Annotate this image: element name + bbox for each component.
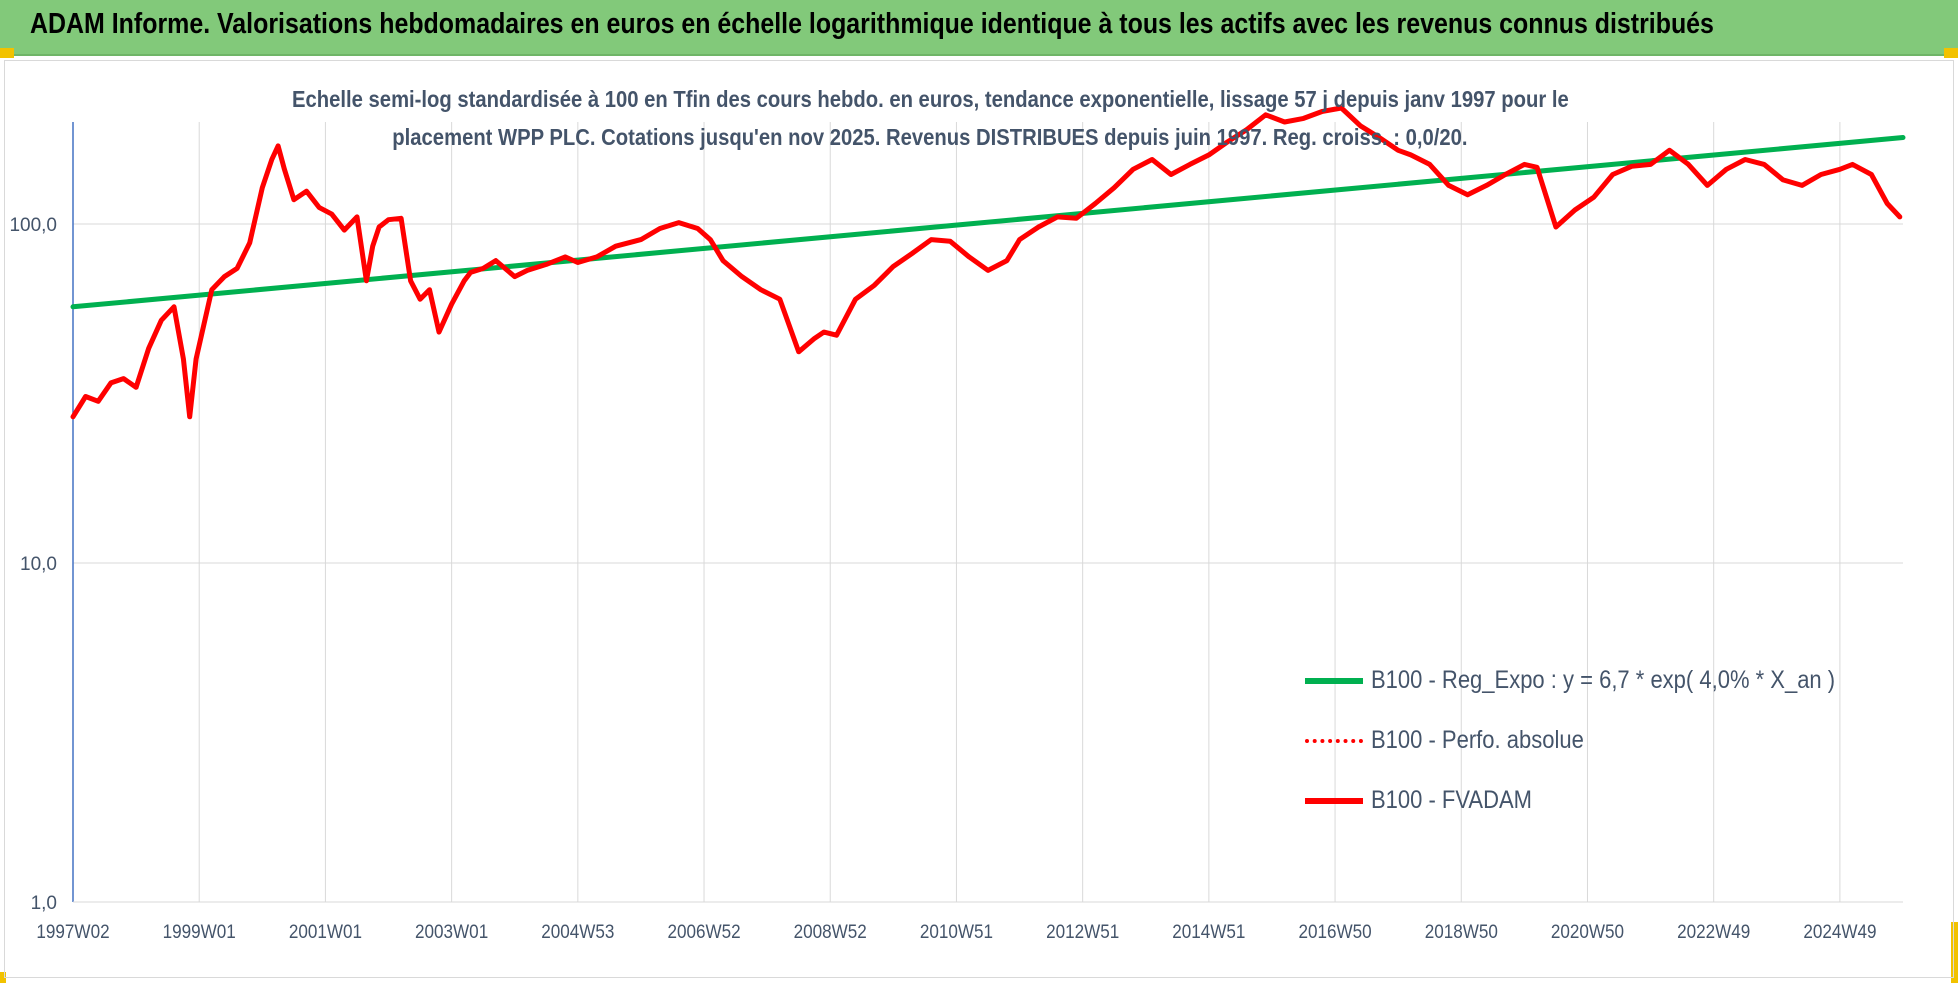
legend: B100 - Reg_Expo : y = 6,7 * exp( 4,0% * … [1305, 650, 1925, 830]
x-tick-label: 2006W52 [667, 921, 740, 942]
y-tick-label: 10,0 [20, 554, 57, 575]
series-fvadam-line [70, 105, 1903, 420]
tick-layer: 1,0 10,0 100,0 1997W02 1999W01 2001W01 2003W01… [9, 215, 1876, 942]
x-tick-label: 2022W49 [1677, 921, 1750, 942]
x-tick-label: 2003W01 [415, 921, 488, 942]
chart-title-line-1: Echelle semi-log standardisée à 100 en T… [291, 86, 1569, 112]
x-tick-label: 2018W50 [1425, 921, 1498, 942]
corner-mark-top-left [0, 48, 14, 58]
legend-item-regression: B100 - Reg_Expo : y = 6,7 * exp( 4,0% * … [1305, 650, 1925, 710]
legend-label-fvadam: B100 - FVADAM [1371, 785, 1532, 814]
x-tick-label: 2012W51 [1046, 921, 1119, 942]
x-tick-label: 2020W50 [1551, 921, 1624, 942]
header-bar: ADAM Informe. Valorisations hebdomadaire… [0, 0, 1958, 56]
x-tick-label: 2016W50 [1298, 921, 1371, 942]
legend-label-regression: B100 - Reg_Expo : y = 6,7 * exp( 4,0% * … [1371, 665, 1836, 694]
series-regression-line [70, 135, 1906, 310]
y-tick-label: 100,0 [9, 215, 57, 236]
x-tick-label: 2010W51 [920, 921, 993, 942]
x-tick-label: 1999W01 [163, 921, 236, 942]
legend-item-fvadam: B100 - FVADAM [1305, 770, 1925, 830]
x-tick-label: 2004W53 [541, 921, 614, 942]
legend-label-perfo: B100 - Perfo. absolue [1371, 725, 1584, 754]
x-tick-label: 1997W02 [36, 921, 109, 942]
chart-title-line-2: placement WPP PLC. Cotations jusqu'en no… [392, 124, 1468, 150]
x-tick-label: 2014W51 [1172, 921, 1245, 942]
legend-item-perfo: B100 - Perfo. absolue [1305, 710, 1925, 770]
legend-swatch-regression [1305, 678, 1363, 684]
axis-layer [72, 122, 1903, 903]
y-tick-label: 1,0 [31, 893, 57, 914]
legend-swatch-fvadam [1305, 798, 1363, 804]
corner-mark-top-right [1944, 48, 1958, 58]
x-tick-label: 2001W01 [289, 921, 362, 942]
x-tick-label: 2024W49 [1803, 921, 1876, 942]
corner-mark-bottom-left [0, 972, 6, 983]
series-layer [70, 105, 1906, 420]
header-title: ADAM Informe. Valorisations hebdomadaire… [30, 8, 1714, 40]
chart-frame [4, 60, 1954, 978]
x-tick-label: 2008W52 [794, 921, 867, 942]
corner-mark-bottom-right [1951, 922, 1958, 983]
legend-swatch-perfo [1305, 739, 1363, 743]
